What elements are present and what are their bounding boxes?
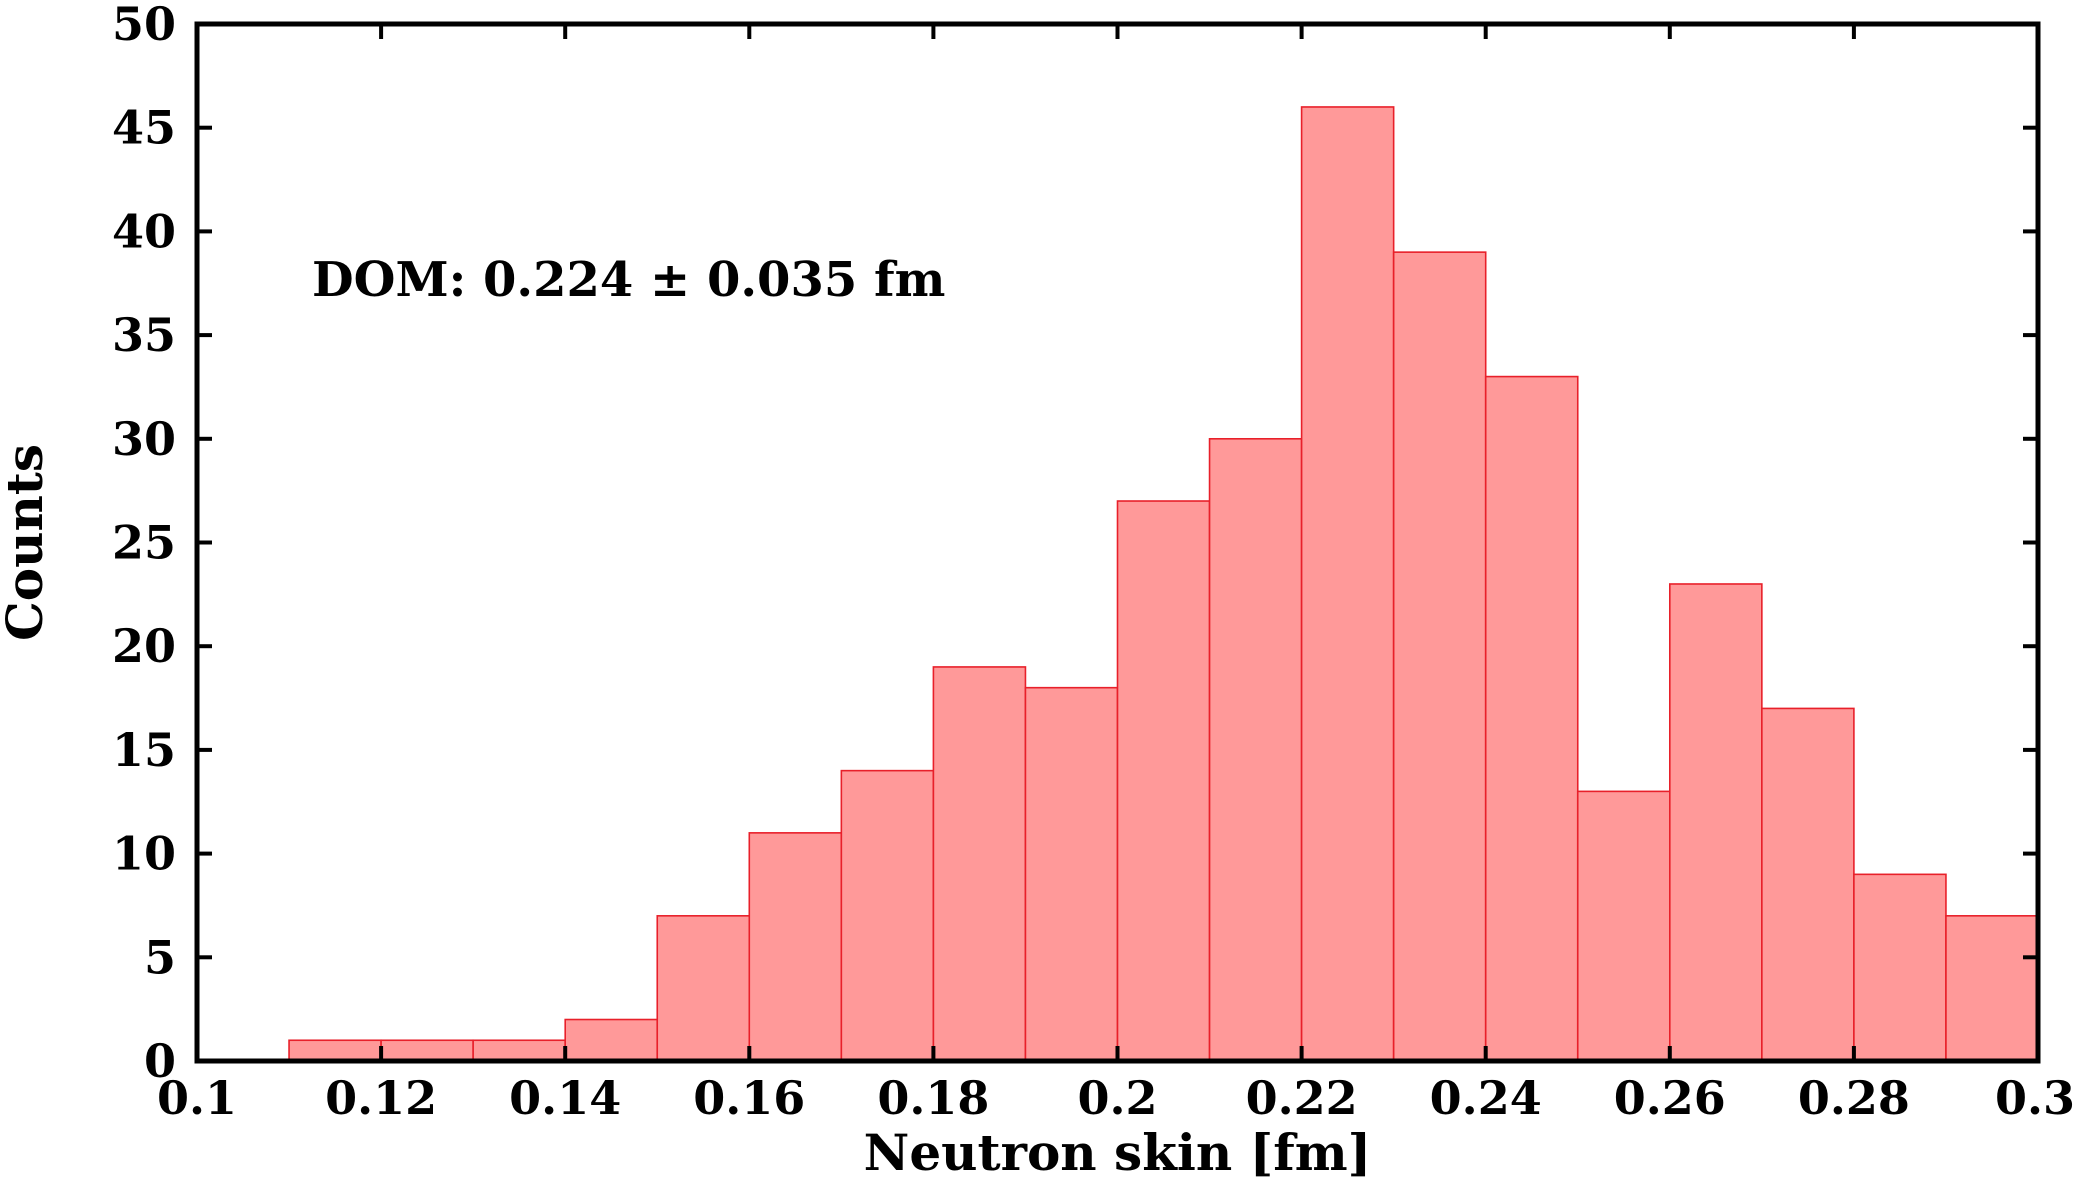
x-tick-label: 0.24 <box>1430 1071 1542 1125</box>
y-tick-label: 40 <box>112 204 176 258</box>
histogram-bar <box>288 1039 382 1062</box>
x-tick-label: 0.12 <box>325 1071 437 1125</box>
y-axis-title: Counts <box>0 444 54 641</box>
histogram-bar <box>1116 500 1211 1062</box>
histogram-bar <box>564 1018 659 1062</box>
histogram-bar <box>380 1039 474 1062</box>
y-tick-label: 50 <box>112 0 176 51</box>
x-tick-label: 0.3 <box>1995 1071 2075 1125</box>
histogram-bar <box>1576 790 1671 1062</box>
histogram-bar <box>1392 251 1487 1062</box>
x-tick-label: 0.16 <box>693 1071 805 1125</box>
histogram-bar <box>656 915 751 1062</box>
x-tick-label: 0.14 <box>509 1071 621 1125</box>
dom-annotation: DOM: 0.224 ± 0.035 fm <box>312 252 945 308</box>
y-tick-label: 15 <box>112 723 176 777</box>
histogram-bar <box>1853 873 1947 1062</box>
y-tick-label: 35 <box>112 308 176 362</box>
histogram-bar <box>1484 375 1579 1062</box>
bars-layer <box>288 106 2039 1062</box>
histogram-bar <box>932 666 1027 1062</box>
y-tick-label: 45 <box>112 101 176 155</box>
plot-frame <box>194 21 2041 1064</box>
y-tick-label: 5 <box>144 930 176 984</box>
histogram-bar <box>1761 707 1855 1062</box>
x-tick-label: 0.28 <box>1798 1071 1910 1125</box>
x-tick-label: 0.22 <box>1246 1071 1358 1125</box>
y-tick-label: 0 <box>144 1034 176 1088</box>
x-tick-label: 0.1 <box>157 1071 237 1125</box>
x-tick-label: 0.26 <box>1614 1071 1726 1125</box>
histogram-bar <box>1300 106 1395 1062</box>
x-axis-title: Neutron skin [fm] <box>864 1123 1372 1182</box>
x-tick-label: 0.2 <box>1077 1071 1157 1125</box>
histogram-bar <box>1945 915 2039 1062</box>
y-tick-labels: 0 5 10 15 20 25 30 35 40 45 50 <box>112 0 176 1088</box>
y-tick-label: 30 <box>112 412 176 466</box>
histogram-bar <box>472 1039 566 1062</box>
y-tick-label: 10 <box>112 827 176 881</box>
histogram-bar <box>1669 583 1763 1062</box>
y-tick-label: 20 <box>112 619 176 673</box>
histogram-bar <box>840 769 935 1062</box>
x-tick-labels: 0.1 0.12 0.14 0.16 0.18 0.2 0.22 0.24 0.26 0.28 0.… <box>157 1071 2075 1125</box>
histogram-bar <box>1024 686 1119 1062</box>
x-tick-label: 0.18 <box>877 1071 989 1125</box>
histogram-bar <box>748 832 843 1062</box>
y-tick-label: 25 <box>112 516 176 570</box>
histogram-bar <box>1208 437 1303 1062</box>
